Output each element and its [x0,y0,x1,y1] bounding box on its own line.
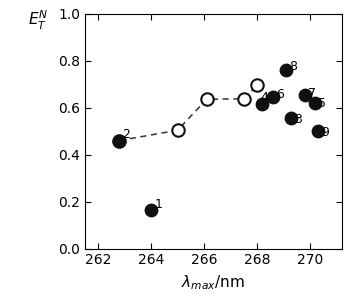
Point [315,129,321,134]
Text: 9: 9 [321,126,329,139]
Text: 7: 7 [308,87,316,100]
Point [313,100,318,105]
Point [254,83,260,88]
Text: 5: 5 [318,97,326,110]
X-axis label: $\lambda_{max}$/nm: $\lambda_{max}$/nm [181,273,245,292]
Text: 4: 4 [260,92,268,104]
Point [283,67,289,72]
Point [117,138,122,143]
Point [288,116,294,120]
Point [241,96,246,101]
Point [259,101,265,106]
Point [117,138,122,143]
Point [204,97,209,102]
Text: 2: 2 [122,128,130,141]
Text: 1: 1 [154,198,162,211]
Text: 3: 3 [295,113,302,126]
Point [270,95,276,100]
Y-axis label: $E_T^N$: $E_T^N$ [28,9,49,32]
Point [148,208,154,212]
Point [302,92,307,97]
Text: 8: 8 [289,60,297,73]
Point [175,128,180,133]
Text: 6: 6 [276,88,284,101]
